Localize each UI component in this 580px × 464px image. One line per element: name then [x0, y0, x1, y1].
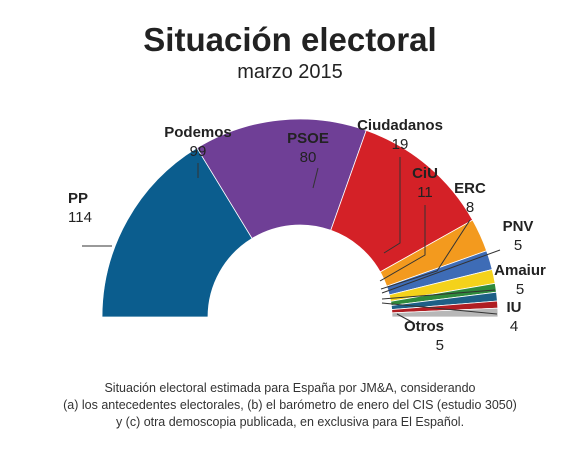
leader-line-ciu	[379, 205, 426, 282]
leader-line-amaiur	[381, 289, 496, 300]
slice-podemos	[196, 118, 367, 239]
footnote-line-1: Situación electoral estimada para España…	[104, 381, 476, 395]
leader-lines	[82, 157, 501, 323]
chart-title: Situación electoral	[143, 21, 437, 58]
label-seats-ciudadanos: 19	[392, 136, 409, 153]
label-seats-psoe: 80	[300, 149, 317, 166]
label-name-psoe: PSOE	[287, 130, 329, 147]
label-name-erc: ERC	[454, 180, 486, 197]
label-name-ciudadanos: Ciudadanos	[357, 117, 443, 134]
chart-subtitle: marzo 2015	[237, 61, 343, 83]
leader-line-otros	[396, 313, 413, 323]
seat-slices	[101, 118, 499, 318]
leader-line-psoe	[312, 167, 319, 189]
label-name-pnv: PNV	[503, 218, 534, 235]
footnote-line-3: y (c) otra demoscopia publicada, en excl…	[115, 415, 465, 429]
leader-line-iu	[381, 302, 498, 315]
leader-line-ciudadanos	[383, 157, 401, 254]
label-name-podemos: Podemos	[164, 124, 232, 141]
label-seats-erc: 8	[466, 199, 474, 216]
label-name-iu: IU	[507, 299, 522, 316]
label-seats-iu: 4	[510, 318, 518, 335]
slice-otros	[391, 307, 499, 318]
footnote-line-2: (a) los antecedentes electorales, (b) el…	[63, 398, 517, 412]
leader-line-erc	[380, 219, 471, 290]
leader-line-pnv	[381, 249, 501, 294]
label-seats-otros: 5	[436, 337, 444, 354]
label-name-otros: Otros	[404, 318, 444, 335]
footnote: Situación electoral estimada para España…	[0, 380, 580, 431]
label-seats-podemos: 99	[190, 143, 207, 160]
label-seats-pp: 114	[68, 209, 92, 226]
label-seats-ciu: 11	[417, 184, 433, 201]
label-name-ciu: CiU	[412, 165, 438, 182]
label-seats-amaiur: 5	[516, 281, 524, 298]
label-seats-pnv: 5	[514, 237, 522, 254]
slice-pp	[101, 147, 253, 318]
label-name-amaiur: Amaiur	[494, 262, 546, 279]
label-name-pp: PP	[68, 190, 88, 207]
